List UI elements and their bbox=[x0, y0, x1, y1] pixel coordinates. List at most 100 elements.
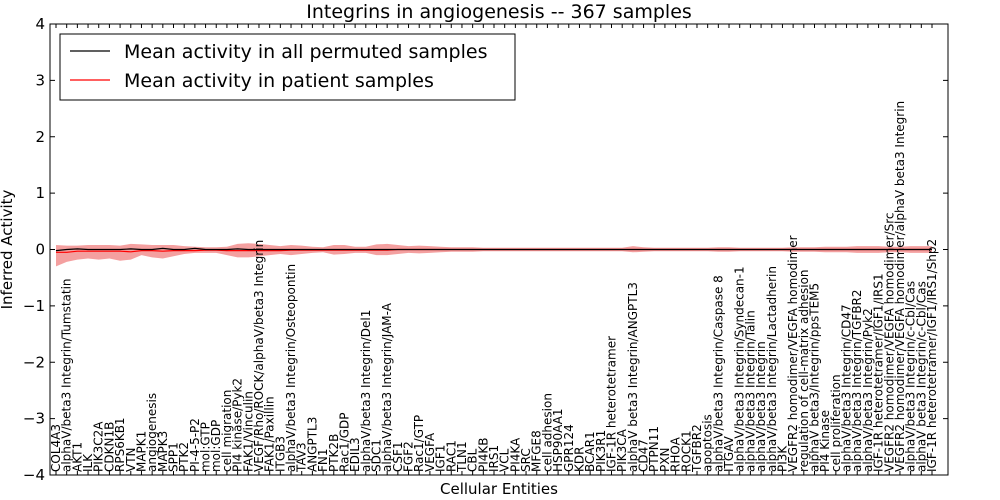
category-label: CSF1 bbox=[391, 441, 405, 472]
category-label: VEGFR2 homodimer/VEGFA homodimer/Src bbox=[882, 212, 896, 472]
category-label: ITGB3 bbox=[273, 436, 287, 472]
category-label: cell proliferation bbox=[829, 374, 843, 472]
category-label: IGF-1R heterotetramer/IGF1/IRS1/Shp2 bbox=[925, 239, 939, 472]
category-label: PXN bbox=[658, 448, 672, 472]
category-label: FN1 bbox=[316, 448, 330, 472]
y-tick-label: 2 bbox=[35, 128, 45, 146]
category-label: SPP1 bbox=[167, 442, 181, 472]
category-label: ITGAV bbox=[722, 435, 736, 472]
category-label: IGF1 bbox=[434, 445, 448, 472]
y-tick-label: 1 bbox=[35, 184, 45, 202]
category-label: alphaV/beta3 Integrin/Syndecan-1 bbox=[733, 266, 747, 472]
category-label: FAK1/Vinculin bbox=[241, 391, 255, 472]
category-label: VEGFR2 homodimer/VEGFA homodimer bbox=[786, 235, 800, 472]
category-label: mol:GDP bbox=[209, 420, 223, 472]
y-tick-label: 4 bbox=[35, 15, 45, 33]
category-label: PI-4-5-P2 bbox=[188, 418, 202, 472]
chart-title: Integrins in angiogenesis -- 367 samples bbox=[306, 1, 692, 23]
category-label: SRC bbox=[519, 448, 533, 472]
category-label: VTN bbox=[124, 447, 138, 472]
category-label: alphaV/beta3 Integrin/TGFBR2 bbox=[850, 289, 864, 472]
category-label: alphaV/beta3 Integrin/JAM-A bbox=[380, 302, 394, 472]
y-tick-label: −4 bbox=[23, 466, 45, 484]
category-label: VCL bbox=[498, 448, 512, 472]
category-label: PI4 Kinase bbox=[818, 410, 832, 472]
category-label: RHOA bbox=[669, 436, 683, 472]
category-label: VEGFA bbox=[423, 432, 437, 472]
legend-label-permuted: Mean activity in all permuted samples bbox=[124, 41, 487, 63]
category-label: RPS6KB1 bbox=[113, 417, 127, 472]
category-label: cell adhesion bbox=[540, 393, 554, 472]
category-label: alphaV/beta3 Integrin/c-Cbl/Cas bbox=[904, 281, 918, 472]
category-label: PI4KB bbox=[476, 437, 490, 472]
category-label: PTK2 bbox=[177, 442, 191, 472]
category-label: PIK3R1 bbox=[594, 430, 608, 472]
category-label: MAPK3 bbox=[156, 431, 170, 472]
category-label: COL4A3 bbox=[49, 424, 63, 472]
series-line-permuted bbox=[55, 247, 932, 252]
category-label: alphaV/beta3 Integrin/Talin bbox=[743, 310, 757, 472]
category-label: alphaV/beta3 Integrin/Caspase 8 bbox=[711, 275, 725, 472]
category-label: alphaV/beta3 Integrin/Lactadherin bbox=[765, 266, 779, 472]
category-label: mol:GTP bbox=[199, 422, 213, 472]
category-label: IGF-1R heterotetramer bbox=[605, 336, 619, 472]
category-label: alphaV beta3 Integrin/c-Cbl/Cas bbox=[914, 281, 928, 472]
category-label: alphaV/beta3 Integrin/Osteopontin bbox=[284, 264, 298, 472]
category-label: alphaV/beta3 Integrin bbox=[754, 341, 768, 472]
y-tick-label: −3 bbox=[23, 410, 45, 428]
category-label: regulation of cell-matrix adhesion bbox=[797, 269, 811, 472]
category-label: FGF2 bbox=[402, 441, 416, 472]
category-label: KDR bbox=[572, 447, 586, 472]
category-label: MAPK1 bbox=[134, 431, 148, 472]
category-label: ROCK1 bbox=[679, 430, 693, 472]
category-label: AKT1 bbox=[70, 442, 84, 472]
category-label: BCAR1 bbox=[583, 431, 597, 472]
legend-box bbox=[59, 33, 516, 101]
category-label: VEGFR2 homodimer/VEGFA homodimer/alphaV … bbox=[893, 101, 907, 472]
category-label: ANGPTL3 bbox=[305, 417, 319, 472]
category-label: VEGF/Rho/ROCK/alphaV/beta3 Integrin bbox=[252, 240, 266, 472]
category-label: Rac1/GTP bbox=[412, 415, 426, 472]
category-label: TGFBR2 bbox=[690, 424, 704, 473]
y-tick-label: −2 bbox=[23, 353, 45, 371]
category-label: PIK3CA bbox=[615, 428, 629, 472]
category-label: PTPN11 bbox=[647, 426, 661, 472]
category-label: alphaV/beta3 Integrin/Pyk2 bbox=[861, 308, 875, 472]
category-label: TLN1 bbox=[455, 441, 469, 473]
category-label: FAK1/Paxillin bbox=[263, 396, 277, 472]
category-label: Rac1/GDP bbox=[337, 413, 351, 472]
category-label: CD47 bbox=[637, 439, 651, 472]
y-tick-label: −1 bbox=[23, 297, 45, 315]
legend: Mean activity in all permuted samples Me… bbox=[59, 33, 516, 101]
category-label: PI3K bbox=[775, 445, 789, 472]
category-label: alphaV/beta3 Integrin/Del1 bbox=[359, 310, 373, 472]
category-label: PI4 kinase/Pyk2 bbox=[231, 378, 245, 472]
category-label: ILK bbox=[81, 453, 95, 472]
legend-label-patient: Mean activity in patient samples bbox=[124, 70, 434, 92]
x-tick-layer bbox=[55, 24, 933, 475]
category-label: alphaV beta3 Integrin/ANGPTL3 bbox=[626, 282, 640, 472]
category-label: CDKN1B bbox=[102, 422, 116, 472]
category-label: RAC1 bbox=[444, 440, 458, 472]
category-label: PIK3C2A bbox=[92, 421, 106, 472]
category-label: apoptosis bbox=[701, 414, 715, 472]
category-label: alphaV/beta3 Integrin/CD47 bbox=[840, 304, 854, 472]
y-tick-label: 0 bbox=[35, 241, 45, 259]
category-label: CBL bbox=[466, 448, 480, 472]
y-tick-layer: −4 −3 −2 −1 0 1 2 3 4 bbox=[23, 15, 948, 484]
category-label: GPR124 bbox=[562, 424, 576, 472]
series-line-layer bbox=[55, 247, 932, 253]
category-label: angiogenesis bbox=[145, 393, 159, 472]
category-label: PTK2B bbox=[327, 434, 341, 472]
category-label: alphaV/beta3 Integrin/Tumstatin bbox=[60, 278, 74, 472]
category-label: HSP90AA1 bbox=[551, 408, 565, 472]
y-axis-title: Inferred Activity bbox=[0, 189, 16, 309]
category-label: cell migration bbox=[220, 390, 234, 472]
x-axis-title: Cellular Entities bbox=[440, 480, 558, 498]
category-label: IGF-1R heterotetramer/IGF1/IRS1 bbox=[872, 273, 886, 472]
y-tick-label: 3 bbox=[35, 71, 45, 89]
category-label: IRS1 bbox=[487, 445, 501, 472]
category-label: TAV3 bbox=[295, 442, 309, 473]
category-label: PI4KA bbox=[508, 437, 522, 472]
